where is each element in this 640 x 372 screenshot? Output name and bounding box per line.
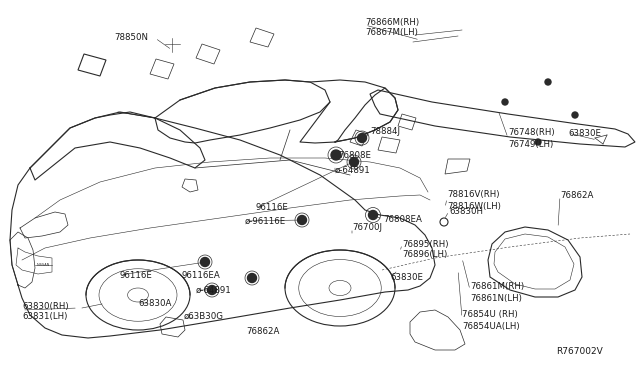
Text: 78884J: 78884J (370, 128, 400, 137)
Text: 63831(LH): 63831(LH) (22, 312, 67, 321)
Circle shape (331, 150, 341, 160)
Text: R767002V: R767002V (556, 347, 603, 356)
Text: ø-64891: ø-64891 (335, 166, 371, 174)
Text: 96116E: 96116E (256, 203, 289, 212)
Circle shape (545, 79, 551, 85)
Text: 76748(RH): 76748(RH) (508, 128, 555, 138)
Circle shape (369, 211, 378, 219)
Text: ø-96116E: ø-96116E (245, 217, 286, 225)
Text: 76749(LH): 76749(LH) (508, 140, 553, 148)
Text: 63830(RH): 63830(RH) (22, 301, 68, 311)
Text: 76861N(LH): 76861N(LH) (470, 294, 522, 302)
Text: 63830H: 63830H (449, 206, 483, 215)
Text: 76896(LH): 76896(LH) (402, 250, 447, 260)
Text: 63830E: 63830E (568, 128, 601, 138)
Text: 96116E: 96116E (120, 270, 153, 279)
Text: 76854UA(LH): 76854UA(LH) (462, 321, 520, 330)
Text: 63830A: 63830A (138, 298, 172, 308)
Text: 76867M(LH): 76867M(LH) (365, 29, 418, 38)
Text: 76862A: 76862A (246, 327, 280, 337)
Text: NISSAN: NISSAN (36, 263, 50, 267)
Text: 78816W(LH): 78816W(LH) (447, 202, 501, 211)
Text: 76700J: 76700J (352, 224, 382, 232)
Text: 76862A: 76862A (560, 192, 593, 201)
Text: 78816V(RH): 78816V(RH) (447, 190, 499, 199)
Circle shape (572, 112, 578, 118)
Text: 76808EA: 76808EA (383, 215, 422, 224)
Text: 76866M(RH): 76866M(RH) (365, 17, 419, 26)
Text: 96116EA: 96116EA (182, 270, 221, 279)
Circle shape (349, 157, 358, 167)
Text: 78850N: 78850N (114, 33, 148, 42)
Circle shape (200, 257, 209, 266)
Circle shape (298, 215, 307, 224)
Circle shape (207, 285, 216, 295)
Circle shape (535, 139, 541, 145)
Text: 76895(RH): 76895(RH) (402, 240, 449, 248)
Circle shape (358, 134, 367, 142)
Text: 76854U (RH): 76854U (RH) (462, 311, 518, 320)
Text: 76861M(RH): 76861M(RH) (470, 282, 524, 292)
Text: ø63B30G: ø63B30G (184, 311, 224, 321)
Text: 63830E: 63830E (390, 273, 423, 282)
Text: 76808E: 76808E (338, 151, 371, 160)
Circle shape (248, 273, 257, 282)
Text: ø-64891: ø-64891 (196, 285, 232, 295)
Circle shape (502, 99, 508, 105)
